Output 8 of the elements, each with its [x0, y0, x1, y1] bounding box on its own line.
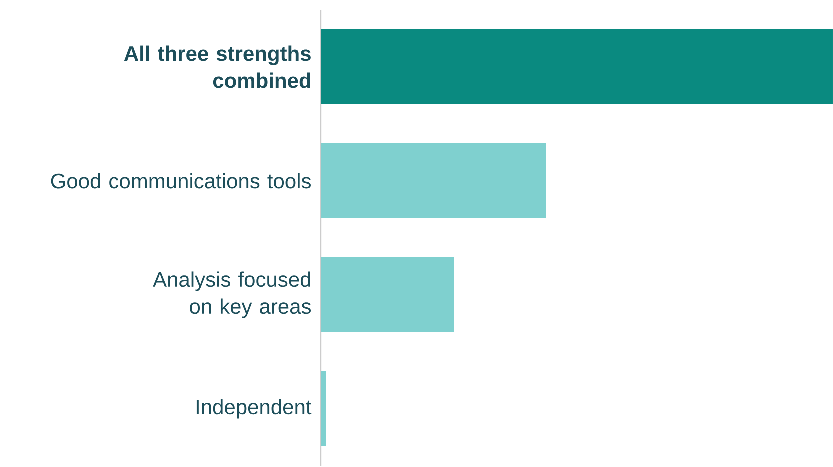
bar: [321, 30, 833, 105]
y-tick-label: All three strengths combined: [124, 46, 311, 88]
y-tick-label: Analysis focused on key areas: [153, 272, 312, 318]
y-tick-label: Good communications tools: [51, 174, 311, 189]
bar: [321, 144, 546, 219]
bar: [321, 372, 326, 447]
y-tick-label: Independent: [196, 399, 312, 419]
bar: [321, 258, 454, 333]
